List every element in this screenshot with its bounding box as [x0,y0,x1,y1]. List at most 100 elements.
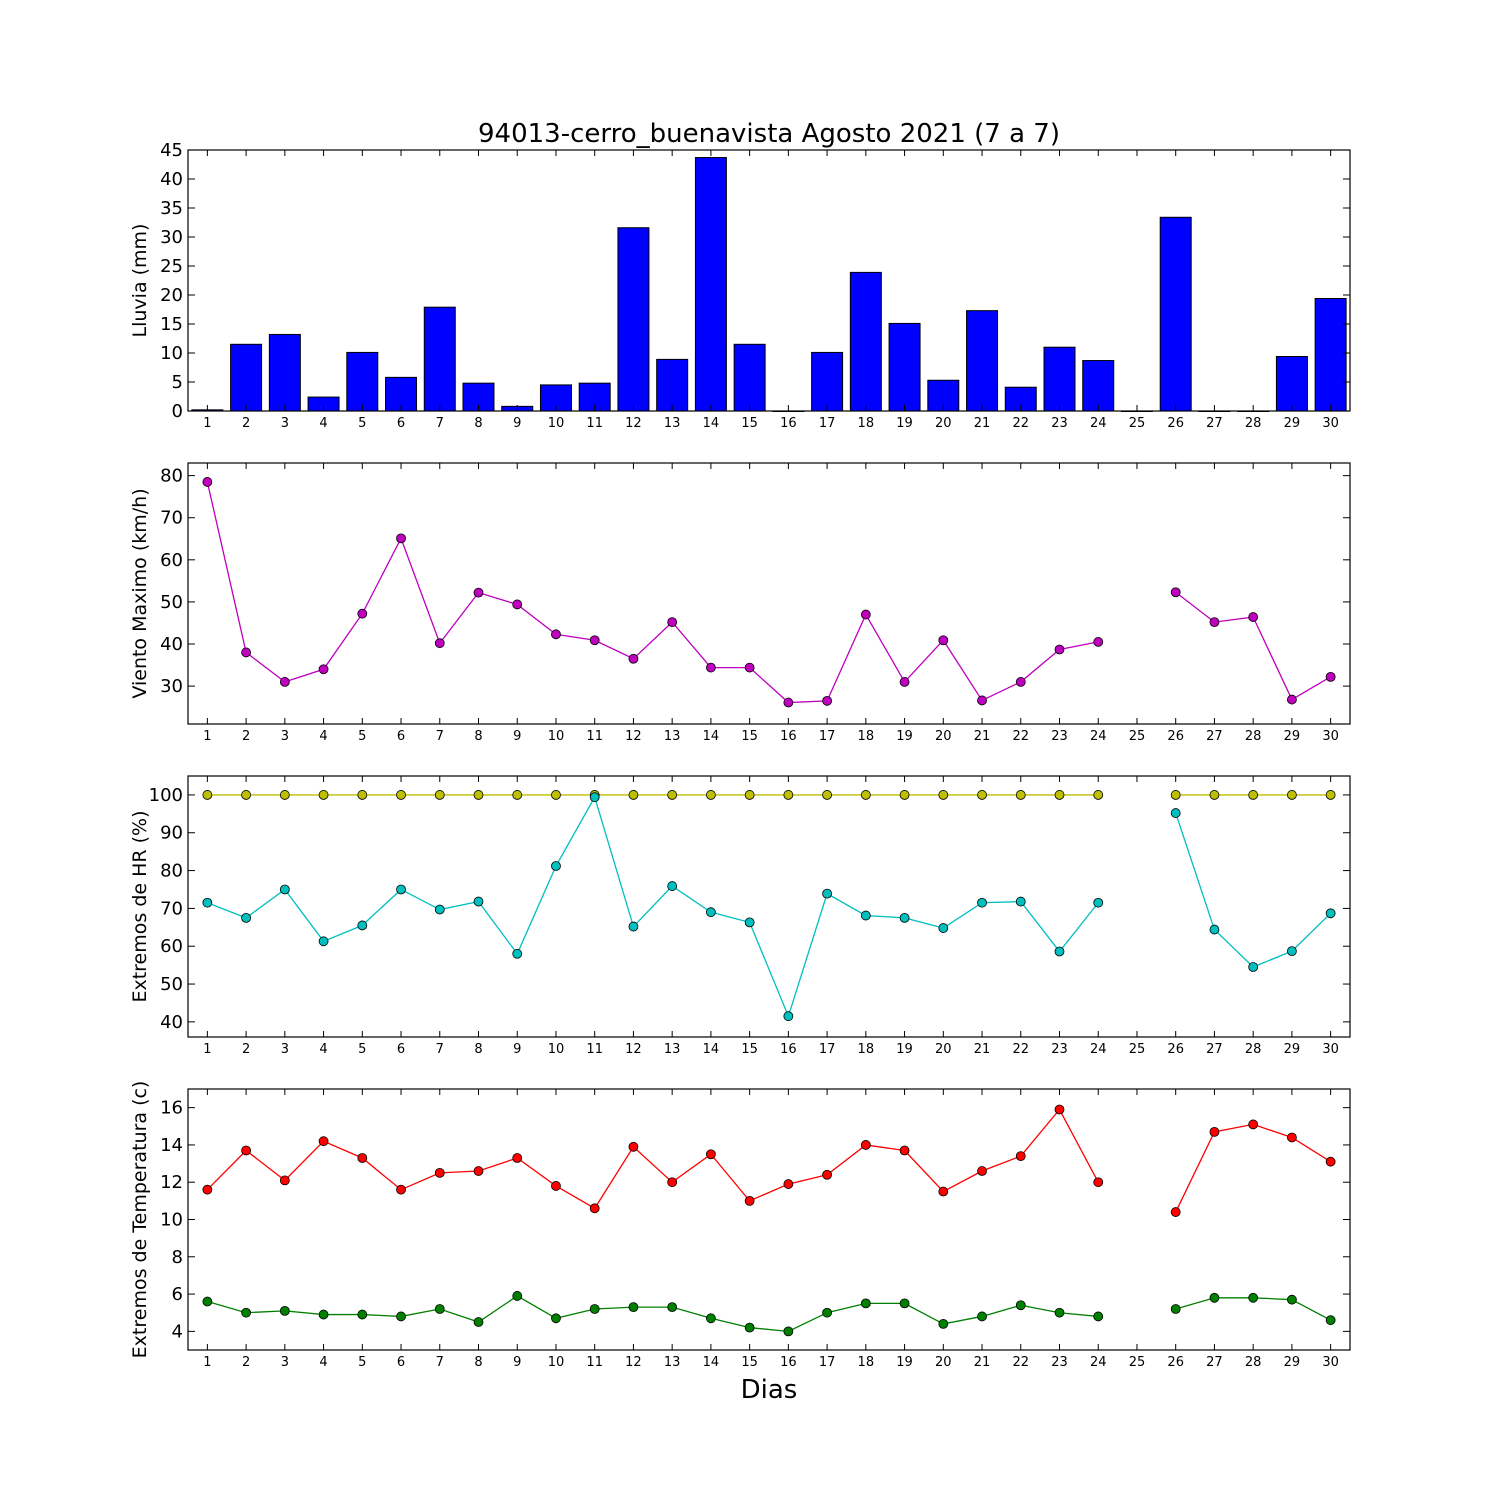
series-2-line-1 [207,795,1099,1019]
xtick-label: 21 [974,729,991,744]
xtick-label: 28 [1245,1042,1262,1057]
xtick-label: 24 [1090,729,1107,744]
point-series-1-day-2 [241,1145,252,1156]
xtick-label: 30 [1322,729,1339,744]
xtick-label: 22 [1012,416,1029,431]
ytick-label: 30 [160,676,183,697]
xtick-label: 29 [1284,729,1301,744]
point-series-1-day-21 [977,695,987,706]
point-series-2-day-2 [241,912,252,923]
point-series-1-day-2 [241,790,252,800]
point-series-1-day-1 [202,790,213,800]
point-series-1-day-21 [977,1166,987,1176]
ytick-label: 20 [160,285,183,306]
point-series-1-day-7 [434,790,445,800]
xtick-label: 9 [513,1042,521,1057]
point-series-1-day-1 [202,1184,213,1195]
point-series-2-day-22 [1015,896,1026,907]
point-series-1-day-30 [1325,671,1336,682]
point-series-1-day-10 [551,1181,561,1191]
xtick-label: 14 [703,1355,720,1370]
ytick-label: 40 [160,634,183,655]
point-series-2-day-17 [822,888,832,899]
xtick-label: 11 [586,1355,603,1370]
point-series-2-day-29 [1287,946,1297,957]
y-axis-label-panel-3: Extremos de HR (%) [129,810,151,1002]
point-series-1-day-24 [1093,637,1104,647]
point-series-1-day-16 [783,1179,794,1189]
point-series-1-day-18 [860,790,871,800]
ytick-label: 14 [160,1135,183,1156]
xtick-label: 14 [703,729,720,744]
point-series-2-day-29 [1287,1294,1297,1305]
x-axis-label: Dias [741,1375,798,1405]
ytick-label: 35 [160,198,183,219]
ytick-label: 4 [172,1321,183,1342]
xtick-label: 9 [513,729,521,744]
xtick-label: 23 [1051,1042,1068,1057]
chart-title: 94013-cerro_buenavista Agosto 2021 (7 a … [478,119,1060,149]
ytick-label: 70 [160,508,183,529]
ytick-label: 60 [160,550,183,571]
bar-day-17 [811,351,844,412]
point-series-1-day-21 [977,790,987,800]
point-series-1-day-27 [1209,1126,1220,1137]
xtick-label: 17 [819,1042,836,1057]
xtick-label: 21 [974,1042,991,1057]
xtick-label: 18 [858,1042,875,1057]
point-series-1-day-18 [860,1140,871,1150]
point-series-2-day-26 [1170,808,1181,818]
xtick-label: 4 [319,1042,327,1057]
point-series-2-day-15 [744,917,755,928]
point-series-2-day-5 [357,1309,368,1320]
point-series-2-day-30 [1325,908,1336,919]
xtick-label: 19 [896,1042,913,1057]
point-series-2-day-4 [318,936,329,947]
point-series-1-day-30 [1325,1156,1336,1167]
point-series-1-day-26 [1170,1207,1181,1217]
point-series-1-day-6 [396,533,406,544]
point-series-2-day-18 [860,910,871,921]
bar-day-23 [1043,346,1076,412]
xtick-label: 29 [1284,1042,1301,1057]
xtick-label: 2 [242,729,250,744]
point-series-1-day-5 [357,790,368,800]
ytick-label: 80 [160,466,183,487]
bar-day-15 [733,343,766,412]
point-series-1-day-16 [783,697,794,708]
xtick-label: 20 [935,416,952,431]
xtick-label: 25 [1129,1355,1146,1370]
point-series-2-day-12 [628,921,639,932]
point-series-2-day-18 [860,1298,871,1309]
xtick-label: 16 [780,1042,797,1057]
point-series-2-day-9 [512,948,523,959]
ytick-label: 10 [160,343,183,364]
xtick-label: 30 [1322,1042,1339,1057]
point-series-1-day-4 [318,1136,329,1147]
point-series-2-day-1 [202,897,213,908]
xtick-label: 12 [625,1042,642,1057]
point-series-1-day-18 [860,609,871,620]
ytick-label: 0 [172,401,183,422]
xtick-label: 30 [1322,416,1339,431]
xtick-label: 5 [358,1355,366,1370]
xtick-label: 19 [896,1355,913,1370]
point-series-1-day-30 [1325,790,1336,800]
point-series-1-day-5 [357,1153,368,1163]
xtick-label: 8 [474,1042,482,1057]
xtick-label: 26 [1167,1042,1184,1057]
point-series-2-day-13 [667,1302,678,1313]
point-series-1-day-14 [706,662,716,673]
y-axis-label-panel-2: Viento Maximo (km/h) [129,488,151,698]
series-1-line-2 [1175,1123,1331,1213]
ytick-label: 80 [160,861,183,882]
point-series-1-day-7 [434,638,445,649]
xtick-label: 15 [741,729,758,744]
point-series-1-day-20 [938,635,949,646]
bar-day-29 [1275,355,1308,412]
point-series-1-day-22 [1015,677,1026,687]
point-series-1-day-13 [667,617,678,628]
